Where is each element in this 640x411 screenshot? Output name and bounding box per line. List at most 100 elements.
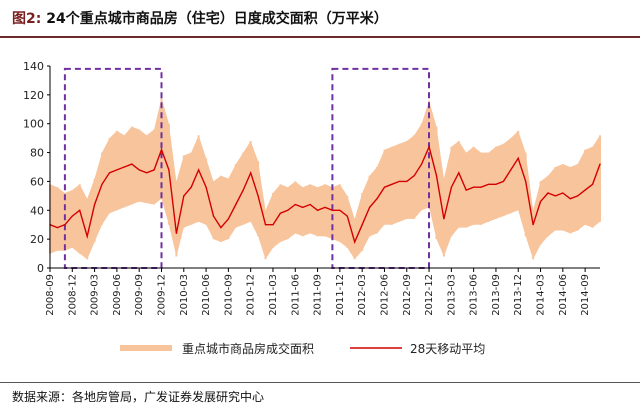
ma-point <box>153 169 155 171</box>
x-tick-label: 2011-06 <box>290 274 301 316</box>
ma-point <box>146 172 148 174</box>
ma-point <box>599 163 601 165</box>
ma-point <box>458 172 460 174</box>
x-tick-label: 2010-06 <box>201 274 212 316</box>
legend: 重点城市商品房成交面积 28天移动平均 <box>120 341 485 356</box>
figure-title: 24个重点城市商品房（住宅）日度成交面积（万平米） <box>46 11 388 27</box>
x-tick-label: 2013-12 <box>513 274 524 316</box>
ma-point <box>391 183 393 185</box>
legend-label-daily: 重点城市商品房成交面积 <box>182 341 314 356</box>
ma-point <box>294 203 296 206</box>
ma-point <box>264 224 267 226</box>
ma-point <box>94 203 96 206</box>
ma-point <box>123 166 125 168</box>
ma-point <box>554 195 557 197</box>
ma-point <box>250 172 252 174</box>
ma-point <box>569 198 571 200</box>
x-tick-label: 2013-03 <box>446 274 457 316</box>
ma-point <box>532 224 534 226</box>
x-tick-label: 2011-12 <box>335 274 346 316</box>
x-tick-label: 2013-06 <box>469 274 480 316</box>
ma-point <box>547 192 549 194</box>
x-tick-label: 2012-03 <box>357 274 368 316</box>
ma-point <box>116 169 118 171</box>
y-tick-label: 40 <box>30 204 44 217</box>
x-tick-label: 2011-09 <box>313 274 324 316</box>
x-tick-label: 2009-09 <box>134 274 145 316</box>
ma-point <box>212 215 215 217</box>
ma-point <box>406 180 408 182</box>
ma-point <box>398 180 400 182</box>
ma-point <box>428 146 430 148</box>
x-tick-labels: 2008-09 2008-12 2009-03 2009-06 2009-09 2009-… <box>45 268 591 316</box>
x-tick-label: 2010-12 <box>246 274 257 316</box>
ma-point <box>317 209 319 211</box>
ma-point <box>421 163 423 165</box>
ma-point <box>56 227 59 229</box>
ma-point <box>287 209 289 211</box>
ma-point <box>443 218 445 220</box>
x-tick-label: 2009-06 <box>112 274 123 316</box>
ma-point <box>539 201 542 203</box>
ma-point <box>131 163 133 165</box>
ma-point <box>480 186 482 188</box>
x-tick-label: 2009-03 <box>90 274 101 316</box>
ma-line-layer <box>49 144 601 245</box>
ma-point <box>302 206 304 208</box>
ma-point <box>175 232 177 234</box>
x-tick-label: 2011-03 <box>268 274 279 316</box>
y-tick-labels: 0 20 40 60 80 100 120 140 <box>23 60 50 275</box>
y-tick-label: 140 <box>23 60 44 73</box>
ma-point <box>361 224 363 226</box>
x-tick-label: 2010-03 <box>179 274 190 316</box>
ma-point <box>108 172 111 174</box>
daily-area <box>50 97 600 260</box>
chart-title: 图2: 24个重点城市商品房（住宅）日度成交面积（万平米） <box>12 8 388 28</box>
x-tick-label: 2012-12 <box>424 274 435 316</box>
y-tick-label: 60 <box>30 175 44 188</box>
ma-point <box>183 195 185 197</box>
legend-swatch-daily <box>120 345 172 351</box>
ma-point <box>279 212 281 214</box>
ma-point <box>413 175 415 177</box>
legend-label-ma: 28天移动平均 <box>410 342 485 356</box>
figure-label: 图2: <box>12 11 42 27</box>
ma-point <box>242 189 244 191</box>
y-tick-label: 100 <box>23 118 44 131</box>
ma-point <box>71 215 73 217</box>
ma-point <box>435 175 438 177</box>
ma-point <box>517 157 519 159</box>
x-tick-label: 2008-09 <box>45 274 56 316</box>
x-tick-label: 2012-06 <box>379 274 390 316</box>
ma-point <box>339 209 341 211</box>
ma-point <box>369 206 371 208</box>
ma-point <box>101 183 103 185</box>
ma-point <box>383 186 386 188</box>
ma-point <box>138 169 140 171</box>
ma-point <box>64 224 66 226</box>
ma-point <box>465 189 467 191</box>
x-tick-label: 2014-03 <box>536 274 547 316</box>
ma-point <box>257 195 259 197</box>
ma-point <box>346 215 348 217</box>
ma-point <box>450 186 452 188</box>
ma-point <box>220 227 222 229</box>
ma-point <box>160 149 163 151</box>
axes <box>49 66 600 269</box>
daily-area-band <box>49 97 601 260</box>
ma-point <box>510 169 512 171</box>
x-tick-label: 2012-09 <box>402 274 413 316</box>
ma-point <box>168 169 170 171</box>
ma-point <box>79 209 81 211</box>
y-tick-label: 20 <box>30 233 44 246</box>
ma-point <box>577 195 579 197</box>
y-tick-label: 80 <box>30 147 44 160</box>
x-tick-label: 2010-09 <box>223 274 234 316</box>
x-tick-label: 2014-06 <box>558 274 569 316</box>
x-tick-label: 2013-09 <box>491 274 502 316</box>
x-tick-label: 2014-09 <box>580 274 591 316</box>
ma-point <box>227 218 229 220</box>
ma-point <box>198 169 200 171</box>
ma-point <box>324 206 326 208</box>
x-tick-label: 2009-12 <box>156 274 167 316</box>
